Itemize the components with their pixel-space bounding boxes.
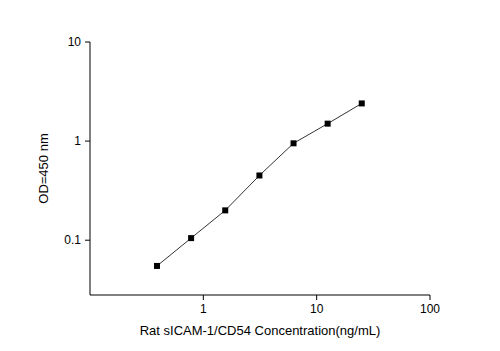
chart: 1 10 100 0.1 1 10 Rat sICAM-1/CD54 Concentrati…	[0, 0, 500, 351]
data-point	[222, 207, 228, 213]
x-tick-label: 1	[200, 302, 207, 316]
x-tick-label: 100	[420, 302, 440, 316]
data-point	[256, 172, 262, 178]
data-point	[325, 121, 331, 127]
y-tick-label: 0.1	[64, 233, 81, 247]
chart-container: 1 10 100 0.1 1 10 Rat sICAM-1/CD54 Concentrati…	[0, 0, 500, 351]
data-point	[291, 140, 297, 146]
y-axis-title: OD=450 nm	[36, 133, 51, 203]
x-axis-title: Rat sICAM-1/CD54 Concentration(ng/mL)	[140, 323, 381, 338]
data-line	[157, 103, 362, 266]
x-tick	[430, 295, 431, 300]
y-axis-line	[90, 42, 91, 295]
y-tick-label: 10	[68, 35, 82, 49]
y-tick	[85, 42, 90, 43]
data-point	[188, 235, 194, 241]
x-tick	[316, 295, 317, 300]
plot-area	[154, 100, 365, 269]
data-point	[154, 263, 160, 269]
x-tick	[203, 295, 204, 300]
x-tick-label: 10	[310, 302, 324, 316]
x-axis-line	[90, 295, 430, 296]
data-point	[359, 100, 365, 106]
y-tick-label: 1	[74, 134, 81, 148]
y-tick	[85, 141, 90, 142]
y-tick	[85, 240, 90, 241]
